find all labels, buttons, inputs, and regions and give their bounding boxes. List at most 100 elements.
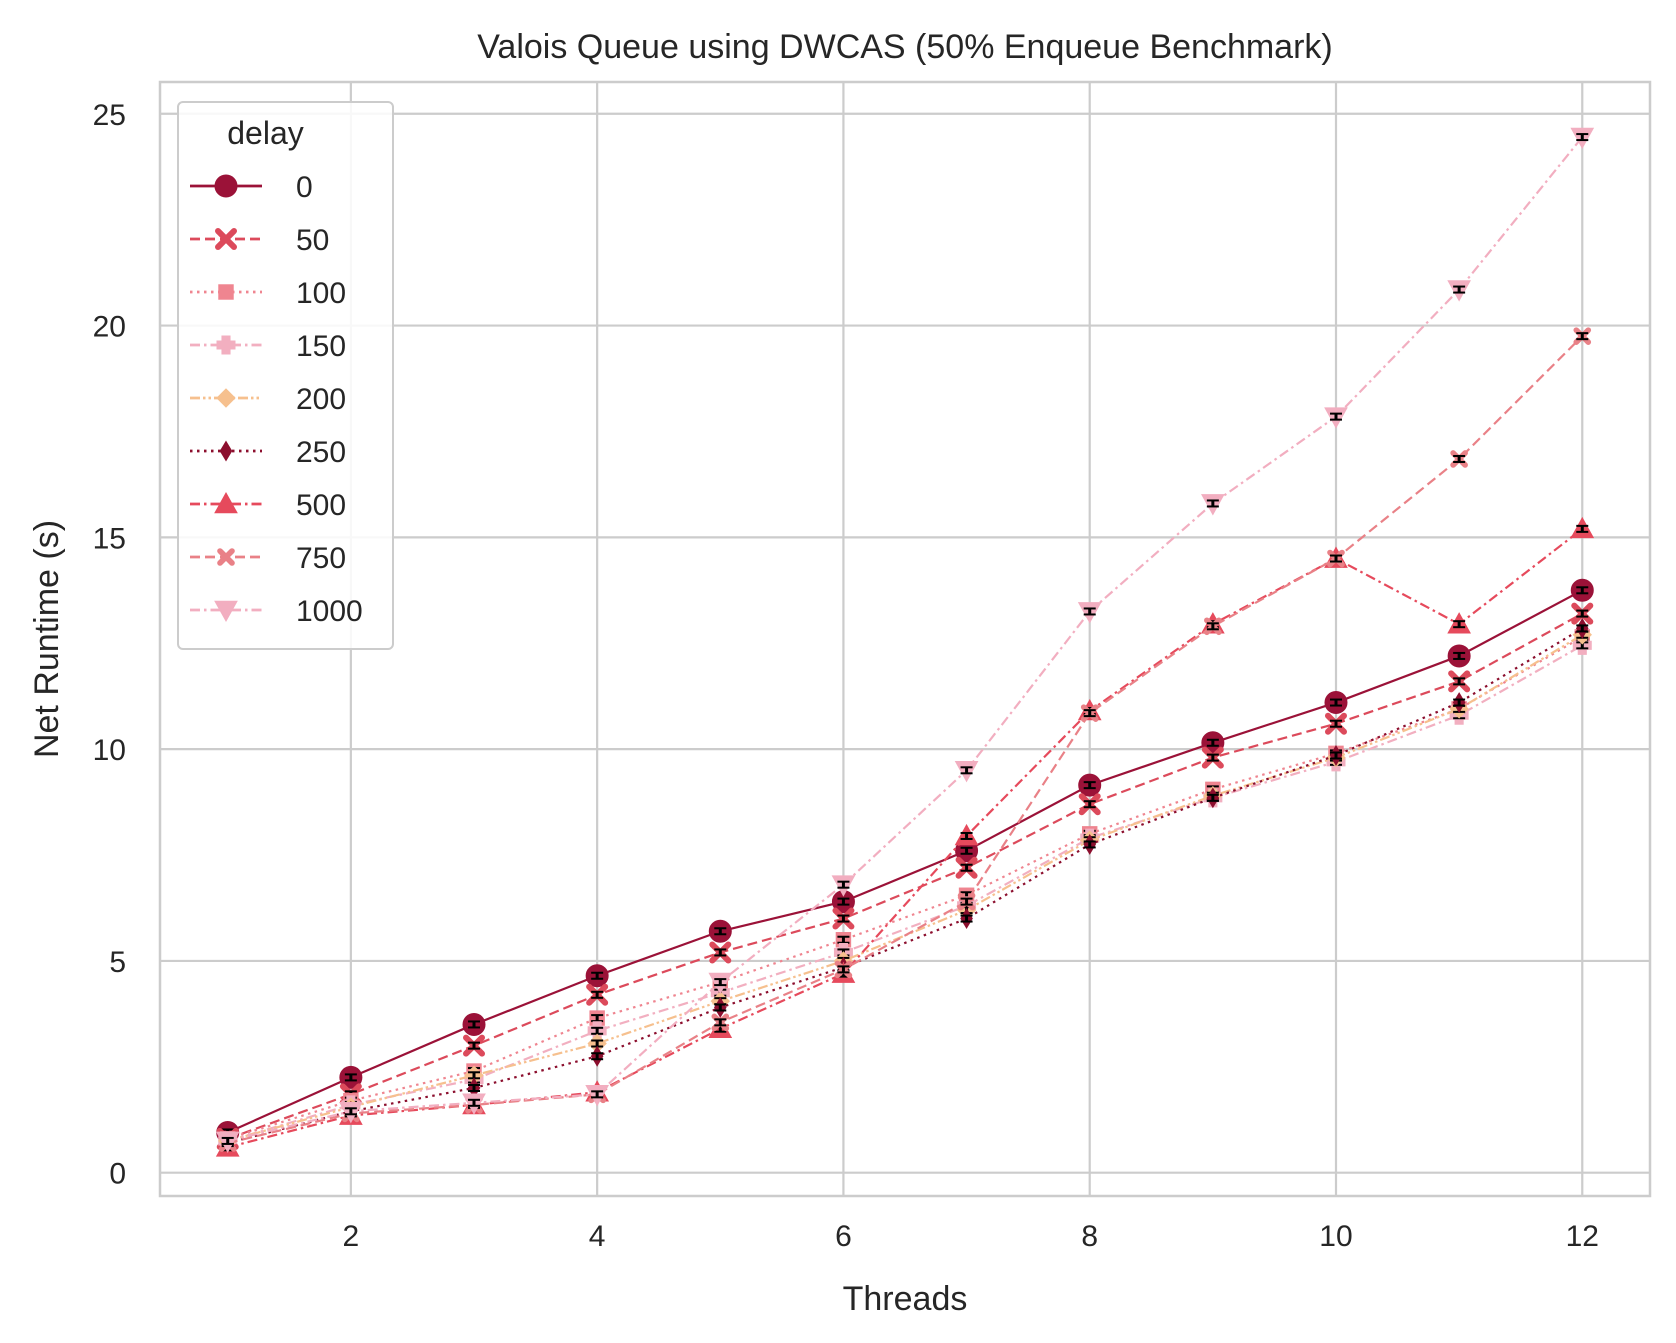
error-bar	[1083, 840, 1096, 849]
legend-item-750: 750	[190, 542, 346, 575]
x-tick-label: 12	[1566, 1220, 1599, 1253]
y-tick-label: 25	[93, 99, 126, 132]
error-bar	[1576, 332, 1589, 341]
chart-title: Valois Queue using DWCAS (50% Enqueue Be…	[477, 28, 1332, 66]
error-bar	[468, 1083, 481, 1092]
error-bar	[1329, 554, 1342, 563]
legend-items: 0 50 100 150 200 250 500 750 1000	[190, 171, 363, 628]
error-bar	[1206, 622, 1219, 631]
error-bar	[1083, 709, 1096, 718]
series-line	[227, 136, 1584, 1143]
error-bar	[1083, 800, 1096, 809]
legend-label: 250	[296, 436, 346, 469]
legend-item-200: 200	[190, 383, 346, 416]
series-line	[227, 528, 1583, 1149]
error-bar	[1453, 620, 1466, 629]
error-bar	[1206, 499, 1219, 508]
series-line	[227, 635, 1583, 1140]
error-bar	[837, 880, 850, 889]
error-bar	[1329, 698, 1342, 707]
error-bar	[468, 1098, 481, 1107]
series-0	[216, 578, 1594, 1144]
legend-label: 1000	[296, 595, 363, 628]
x-tick-label: 4	[589, 1220, 606, 1253]
legend-marker	[216, 388, 236, 408]
series-200	[218, 625, 1592, 1151]
legend-label: 500	[296, 489, 346, 522]
error-bar	[960, 766, 973, 775]
plot-area-frame	[158, 80, 1652, 1198]
legend-item-1000: 1000	[190, 595, 363, 628]
error-bar	[591, 1014, 604, 1023]
legend-item-0: 0	[190, 171, 313, 204]
legend-label: 50	[296, 224, 329, 257]
x-axis-label: Threads	[843, 1280, 968, 1318]
legend-marker	[214, 491, 238, 514]
error-bar	[1206, 793, 1219, 802]
legend-label: 750	[296, 542, 346, 575]
x-tick-label: 6	[835, 1220, 852, 1253]
error-bar	[1329, 719, 1342, 728]
legend-marker	[215, 228, 237, 250]
legend-item-150: 150	[190, 330, 346, 363]
error-bar	[1576, 586, 1589, 595]
error-bar	[1206, 753, 1219, 762]
series-line	[227, 633, 1583, 1142]
error-bar	[714, 927, 727, 936]
error-bar	[714, 978, 727, 987]
error-bar	[960, 831, 973, 840]
legend-frame	[177, 101, 394, 650]
error-bar	[837, 965, 850, 974]
series-1000	[215, 127, 1595, 1153]
legend-label: 0	[296, 171, 313, 204]
error-bar	[591, 990, 604, 999]
error-bar	[221, 1136, 234, 1145]
error-bar	[1329, 412, 1342, 421]
y-tick-label: 5	[109, 946, 126, 979]
legend-marker	[214, 600, 238, 623]
error-bar	[837, 897, 850, 906]
error-bar	[344, 1107, 357, 1116]
legend-item-50: 50	[190, 224, 329, 257]
legend-marker	[218, 284, 234, 300]
legend-label: 150	[296, 330, 346, 363]
error-bar	[1576, 624, 1589, 633]
y-tick-label: 0	[109, 1158, 126, 1191]
error-bar	[960, 846, 973, 855]
x-tick-label: 8	[1081, 1220, 1098, 1253]
error-bar	[960, 914, 973, 923]
error-bar	[1453, 698, 1466, 707]
error-bar	[1083, 607, 1096, 616]
error-bar	[714, 1003, 727, 1012]
legend-label: 100	[296, 277, 346, 310]
x-tick-label: 2	[343, 1220, 360, 1253]
series-line	[227, 612, 1583, 1140]
legend-marker	[219, 440, 233, 462]
legend-marker	[217, 548, 235, 566]
series-500	[215, 516, 1595, 1157]
error-bar	[1453, 651, 1466, 660]
legend-item-250: 250	[190, 436, 346, 469]
y-tick-label: 15	[93, 522, 126, 555]
legend-item-500: 500	[190, 489, 346, 522]
series-line	[227, 627, 1583, 1145]
error-bar	[468, 1041, 481, 1050]
legend-item-100: 100	[190, 277, 346, 310]
series-line	[227, 589, 1583, 1134]
y-tick-label: 10	[93, 734, 126, 767]
x-tick-label: 10	[1319, 1220, 1352, 1253]
error-bar	[714, 1018, 727, 1027]
legend: delay 0 50 100 150 200 250 500 750 1000	[177, 101, 394, 650]
error-bar	[1576, 524, 1589, 533]
error-bar	[960, 897, 973, 906]
y-tick-label: 20	[93, 311, 126, 344]
error-bar	[1329, 751, 1342, 760]
error-bar	[591, 1026, 604, 1035]
error-bar	[1576, 133, 1589, 142]
legend-marker	[216, 335, 236, 355]
error-bar	[837, 914, 850, 923]
y-axis-label: Net Runtime (s)	[28, 520, 66, 758]
y-tick-labels: 0 5 10 15 20 25	[93, 99, 126, 1191]
error-bar	[591, 1090, 604, 1099]
